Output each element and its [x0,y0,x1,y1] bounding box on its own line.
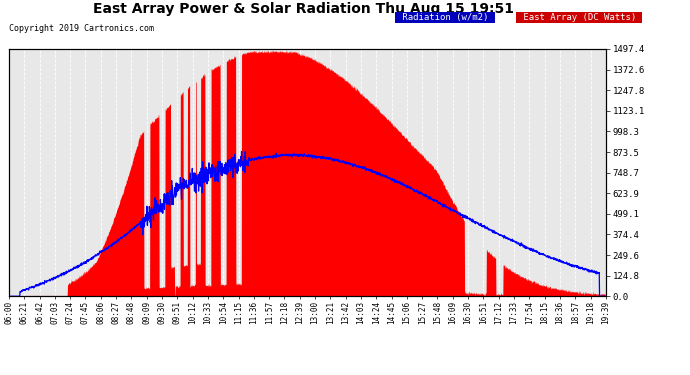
Text: Radiation (w/m2): Radiation (w/m2) [397,13,493,22]
Text: East Array Power & Solar Radiation Thu Aug 15 19:51: East Array Power & Solar Radiation Thu A… [93,2,514,16]
Text: Copyright 2019 Cartronics.com: Copyright 2019 Cartronics.com [9,24,154,33]
Text: East Array (DC Watts): East Array (DC Watts) [518,13,641,22]
